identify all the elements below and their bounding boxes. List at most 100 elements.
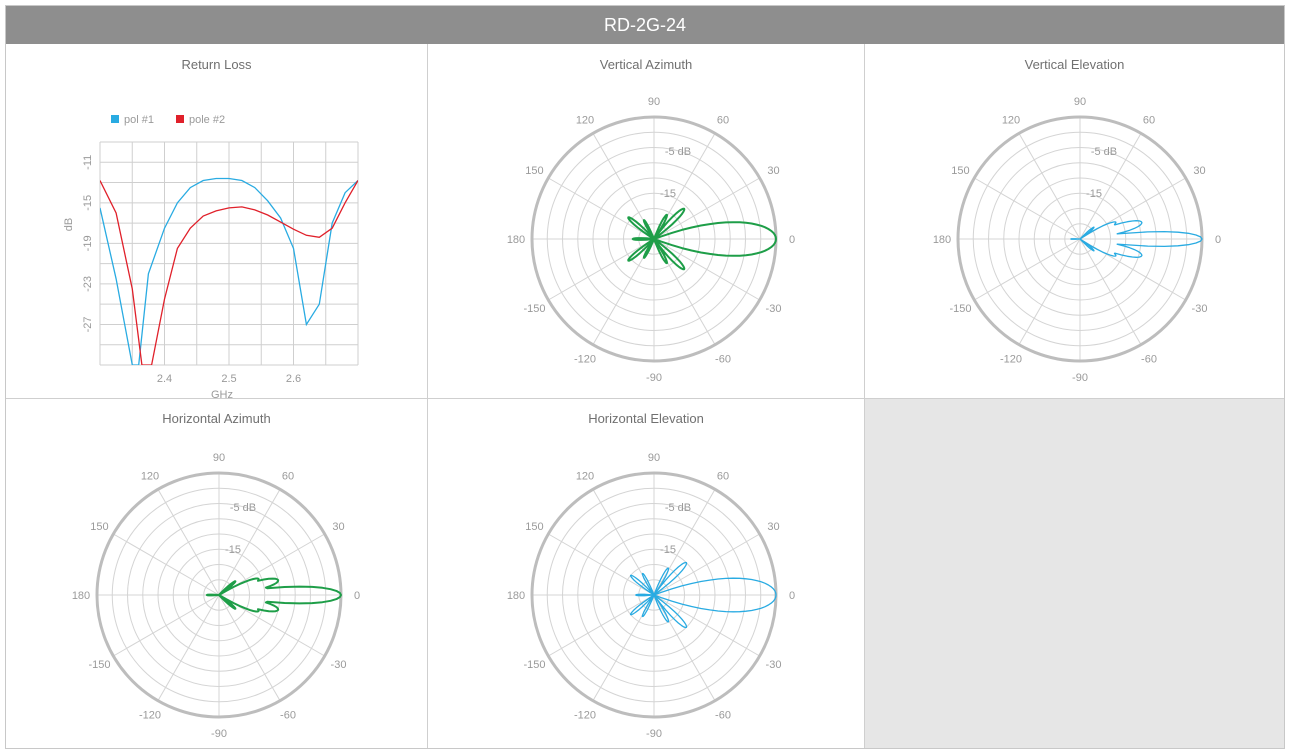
ring-label: -5 dB <box>665 146 691 158</box>
polar-spoke <box>974 238 1081 301</box>
polar-spoke <box>548 594 655 657</box>
vertical-elevation-chart: 0 30 60 90 120 150 180 -150 -120 -90 -60 -30 -5 dB -1… <box>933 96 1221 384</box>
ring-label: -15 <box>1086 188 1102 200</box>
angle-label: -150 <box>88 659 110 671</box>
angle-label: -150 <box>949 303 971 315</box>
angle-label: 120 <box>576 470 594 482</box>
radiation-pattern-trace <box>627 207 777 271</box>
product-title-bar: RD-2G-24 <box>6 6 1284 44</box>
polar-spoke <box>113 533 220 596</box>
angle-label: 120 <box>1002 114 1020 126</box>
polar-spoke <box>653 533 760 596</box>
polar-spoke <box>653 238 760 301</box>
angle-label: -30 <box>766 303 782 315</box>
polar-spoke <box>653 177 760 240</box>
polar-spoke <box>653 594 760 657</box>
angle-label: 30 <box>767 521 779 533</box>
grid-divider <box>6 398 1284 399</box>
angle-label: 0 <box>354 590 360 602</box>
angle-label: -60 <box>715 354 731 366</box>
angle-label: 60 <box>717 114 729 126</box>
radiation-pattern-trace <box>205 577 342 613</box>
angle-label: -150 <box>523 659 545 671</box>
legend-swatch <box>111 115 119 123</box>
angle-label: 30 <box>332 521 344 533</box>
datasheet-panel: RD-2G-24 Return Loss 2.4 2.5 2.6 GHz -11 -15 -… <box>5 5 1285 749</box>
polar-spoke <box>218 489 281 596</box>
empty-panel <box>865 399 1284 748</box>
x-tick-label: 2.4 <box>157 373 172 385</box>
ring-label: -15 <box>225 544 241 556</box>
angle-label: -60 <box>280 710 296 722</box>
radiation-pattern-trace <box>1070 220 1203 258</box>
angle-label: -120 <box>1000 354 1022 366</box>
polar-spoke <box>1018 238 1081 345</box>
horizontal-azimuth-panel: Horizontal Azimuth 0 30 60 90 120 150 180 -150 -… <box>6 399 427 748</box>
grid-divider <box>864 44 865 748</box>
angle-label: 150 <box>951 165 969 177</box>
x-axis-label: GHz <box>211 389 233 398</box>
y-tick-label: -15 <box>82 195 94 211</box>
angle-label: 30 <box>767 165 779 177</box>
polar-spoke <box>1079 238 1142 345</box>
chart-title: Horizontal Elevation <box>588 411 704 426</box>
angle-label: 180 <box>933 234 951 246</box>
ring-label: -15 <box>660 544 676 556</box>
polar-spoke <box>157 594 220 701</box>
series-line-2 <box>100 180 358 365</box>
angle-label: 60 <box>717 470 729 482</box>
angle-label: 0 <box>1215 234 1221 246</box>
polar-spoke <box>1079 133 1142 240</box>
angle-label: 120 <box>141 470 159 482</box>
chart-title: Horizontal Azimuth <box>162 411 271 426</box>
angle-label: 90 <box>648 452 660 464</box>
angle-label: 180 <box>507 590 525 602</box>
angle-label: -30 <box>766 659 782 671</box>
polar-spoke <box>218 594 281 701</box>
angle-label: 90 <box>1074 96 1086 108</box>
polar-spoke <box>653 594 716 701</box>
x-tick-label: 2.5 <box>221 373 236 385</box>
angle-label: 120 <box>576 114 594 126</box>
y-tick-label: -23 <box>82 276 94 292</box>
y-tick-label: -19 <box>82 235 94 251</box>
ring-label: -5 dB <box>1091 146 1117 158</box>
horizontal-elevation-chart: 0 30 60 90 120 150 180 -150 -120 -90 -60 -30 -5 dB -1… <box>507 452 795 740</box>
x-tick-label: 2.6 <box>286 373 301 385</box>
angle-label: 150 <box>525 521 543 533</box>
legend-label: pole #2 <box>189 114 225 126</box>
polar-spoke <box>1018 133 1081 240</box>
angle-label: -90 <box>646 728 662 740</box>
legend-swatch <box>176 115 184 123</box>
chart-title: Return Loss <box>181 57 252 72</box>
angle-label: -60 <box>1141 354 1157 366</box>
polar-spoke <box>548 238 655 301</box>
ring-label: -5 dB <box>230 502 256 514</box>
polar-spoke <box>157 489 220 596</box>
angle-label: 90 <box>213 452 225 464</box>
polar-spoke <box>548 177 655 240</box>
y-axis-label: dB <box>63 218 75 231</box>
angle-label: -90 <box>211 728 227 740</box>
product-title: RD-2G-24 <box>603 15 687 35</box>
vertical-azimuth-panel: Vertical Azimuth 0 30 60 90 120 150 180 -150 -12… <box>428 45 864 398</box>
polar-spoke <box>653 489 716 596</box>
angle-label: 30 <box>1193 165 1205 177</box>
angle-label: 90 <box>648 96 660 108</box>
angle-label: 60 <box>282 470 294 482</box>
angle-label: -90 <box>646 372 662 384</box>
horizontal-elevation-panel: Horizontal Elevation 0 30 60 90 120 150 180 -15… <box>428 399 864 748</box>
horizontal-azimuth-chart: 0 30 60 90 120 150 180 -150 -120 -90 -60 -30 -5 dB -1… <box>72 452 360 740</box>
angle-label: 60 <box>1143 114 1155 126</box>
return-loss-chart: 2.4 2.5 2.6 GHz -11 -15 -19 -23 -27 dB pol #1 pole … <box>63 114 359 398</box>
angle-label: 150 <box>90 521 108 533</box>
chart-title: Vertical Azimuth <box>599 57 693 72</box>
polar-spoke <box>548 533 655 596</box>
ring-label: -15 <box>660 188 676 200</box>
vertical-azimuth-chart: 0 30 60 90 120 150 180 -150 -120 -90 -60 -30 -5 dB -1… <box>507 96 795 384</box>
angle-label: -30 <box>1192 303 1208 315</box>
y-tick-label: -27 <box>82 317 94 333</box>
vertical-elevation-panel: Vertical Elevation 0 30 60 90 120 150 180 -150 -… <box>865 45 1284 398</box>
angle-label: -120 <box>574 354 596 366</box>
angle-label: -90 <box>1072 372 1088 384</box>
